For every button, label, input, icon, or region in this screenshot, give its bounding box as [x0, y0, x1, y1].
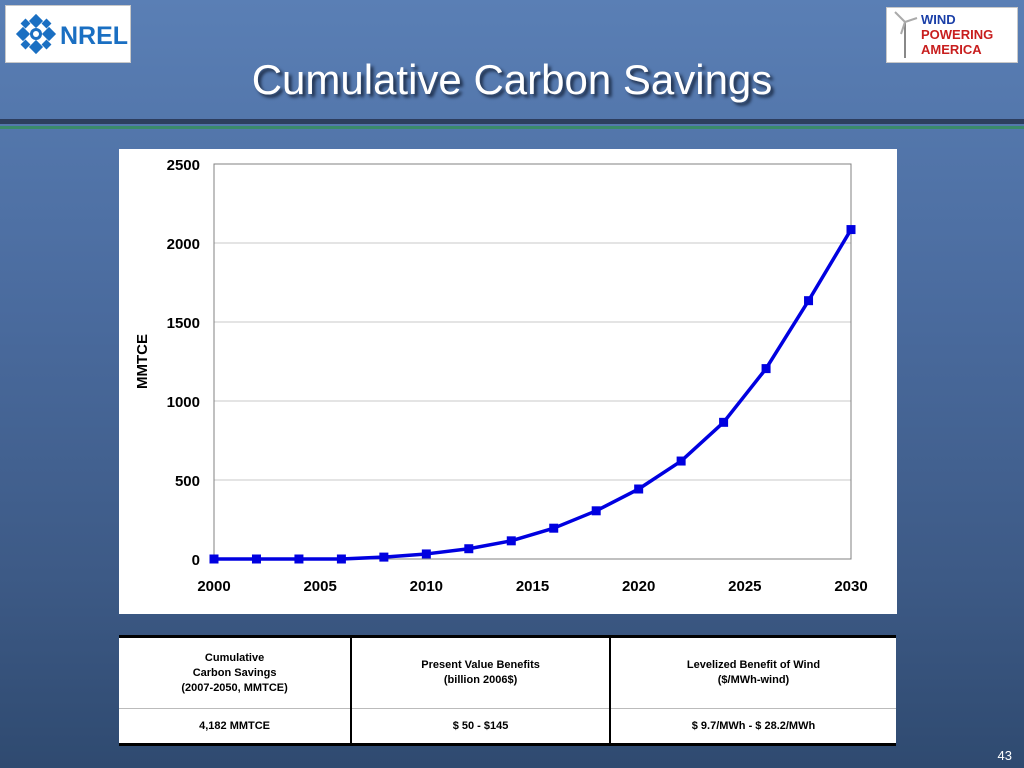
data-point-marker — [591, 506, 601, 516]
wpa-line-3: AMERICA — [921, 42, 982, 57]
data-point-marker — [634, 484, 644, 494]
y-tick-label: 2500 — [167, 157, 200, 174]
header-rule-green — [0, 126, 1024, 129]
header-levelized-benefit: Levelized Benefit of Wind ($/MWh-wind) — [686, 659, 821, 686]
data-point-marker — [294, 554, 304, 564]
nrel-logo-text: NREL — [60, 22, 128, 50]
nrel-emblem-icon: NREL — [15, 13, 128, 55]
cell-levelized-benefit: $ 9.7/MWh - $ 28.2/MWh — [691, 720, 816, 732]
data-point-marker — [804, 296, 814, 306]
benefits-table: Cumulative Carbon Savings (2007-2050, MM… — [119, 635, 896, 746]
data-point-marker — [719, 417, 729, 427]
data-point-marker — [379, 552, 389, 562]
data-point-marker — [506, 536, 516, 546]
chart-panel: 0 500 1000 1500 2000 2500 2000 2005 2010 2015 2020… — [119, 149, 897, 614]
data-point-marker — [676, 456, 686, 466]
y-tick-label: 1500 — [167, 315, 200, 332]
x-tick-label: 2010 — [410, 578, 443, 595]
data-point-marker — [421, 549, 431, 559]
header-cumulative-savings: Cumulative Carbon Savings (2007-2050, MM… — [119, 636, 353, 709]
table-row: 4,182 MMTCE $ 50 - $145 $ 9.7/MWh - $ 28… — [119, 708, 896, 745]
wpa-line-1: WIND — [921, 12, 956, 27]
data-point-marker — [846, 225, 856, 235]
data-point-marker — [336, 554, 346, 564]
cell-present-value: $ 50 - $145 — [351, 708, 611, 745]
x-tick-label: 2015 — [516, 578, 549, 595]
wind-powering-america-logo: WIND POWERING AMERICA — [886, 7, 1018, 63]
data-point-marker — [209, 554, 219, 564]
y-tick-label: 500 — [175, 473, 200, 490]
table-header-row: Cumulative Carbon Savings (2007-2050, MM… — [119, 636, 896, 709]
y-tick-label: 1000 — [167, 394, 200, 411]
y-tick-label: 0 — [192, 552, 200, 569]
slide-title: Cumulative Carbon Savings — [251, 56, 773, 103]
x-tick-label: 2020 — [622, 578, 655, 595]
y-tick-label: 2000 — [167, 236, 200, 253]
x-tick-label: 2025 — [728, 578, 761, 595]
series-line — [214, 228, 853, 561]
x-tick-label: 2030 — [834, 578, 867, 595]
plot-area-frame — [213, 163, 852, 560]
x-tick-label: 2005 — [303, 578, 336, 595]
x-tick-label: 2000 — [197, 578, 230, 595]
y-axis-label: MMTCE — [134, 334, 151, 389]
wpa-line-2: POWERING — [921, 27, 993, 42]
header-present-value: Present Value Benefits (billion 2006$) — [351, 636, 611, 709]
data-point-marker — [464, 544, 474, 554]
header-rule-dark — [0, 119, 1024, 124]
line-chart: 0 500 1000 1500 2000 2500 2000 2005 2010 2015 2020… — [134, 157, 868, 595]
page-number: 43 — [997, 748, 1012, 763]
wind-turbine-icon: WIND POWERING AMERICA — [894, 11, 993, 58]
data-point-marker — [251, 554, 261, 564]
cell-cumulative-savings: 4,182 MMTCE — [119, 708, 353, 745]
nrel-logo: NREL — [5, 5, 131, 63]
data-point-marker — [761, 364, 771, 374]
data-point-marker — [549, 523, 559, 533]
